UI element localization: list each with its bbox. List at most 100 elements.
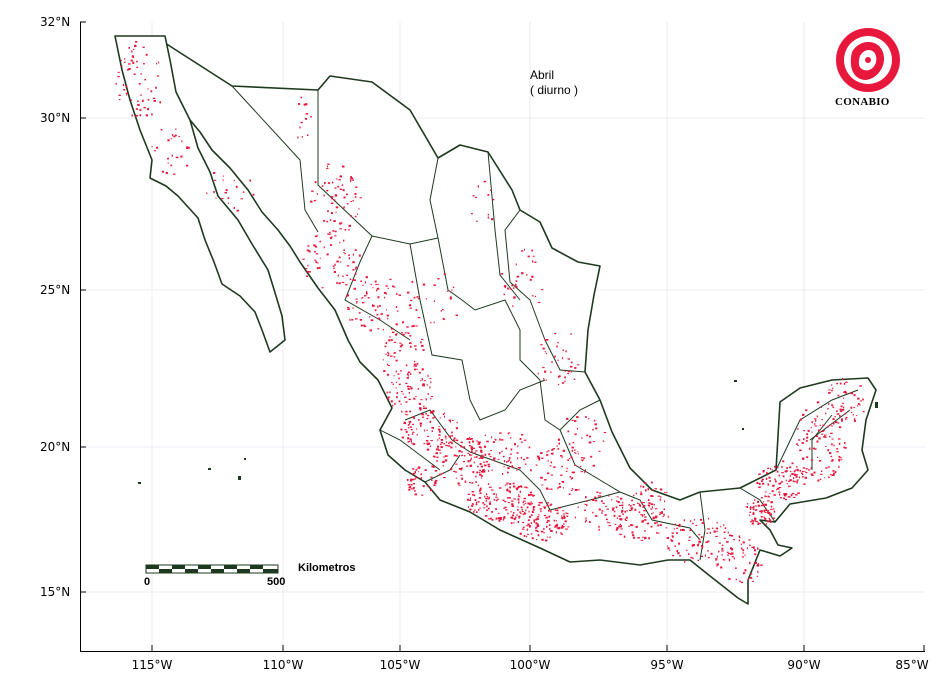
fire-hotspot [515,263,517,266]
fire-hotspot [854,418,856,420]
fire-hotspot [724,527,727,529]
fire-hotspot [408,398,411,401]
fire-hotspot [525,509,527,512]
fire-hotspot [528,525,531,528]
fire-hotspot [343,239,345,242]
fire-hotspot [532,508,535,511]
fire-hotspot [473,509,476,511]
fire-hotspot [527,502,530,505]
fire-hotspot [358,312,361,314]
fire-hotspot [545,352,547,355]
fire-hotspot [798,439,801,441]
fire-hotspot [504,484,507,486]
fire-hotspot [123,89,126,91]
fire-hotspot [523,512,526,515]
fire-hotspot [224,192,227,194]
fire-hotspot [739,580,741,582]
fire-hotspot [432,411,434,414]
fire-hotspot [387,352,390,355]
fire-hotspot [650,503,654,506]
fire-hotspot [616,500,618,502]
fire-hotspot [430,381,432,384]
fire-hotspot [121,65,123,68]
fire-hotspot [335,206,339,209]
fire-hotspot [740,543,742,545]
fire-hotspot [750,506,752,508]
fire-hotspot [772,517,775,519]
fire-hotspot [507,460,509,463]
fire-hotspot [314,199,317,202]
fire-hotspot [404,332,408,334]
fire-hotspot [625,516,628,519]
fire-hotspot [571,446,574,449]
fire-hotspot [775,480,777,483]
fire-hotspot [503,285,507,287]
fire-hotspot [616,527,619,530]
fire-hotspot [409,334,412,337]
fire-hotspot [757,522,760,524]
fire-hotspot [521,441,523,443]
fire-hotspot [619,525,622,528]
fire-hotspot [519,438,522,440]
fire-hotspot [135,41,138,43]
fire-hotspot [794,474,796,476]
fire-hotspot [562,513,565,515]
fire-hotspot [481,454,484,456]
fire-hotspot [387,355,390,357]
fire-hotspot [690,556,693,559]
fire-hotspot [785,498,788,501]
fire-hotspot [666,491,668,494]
fire-hotspot [795,474,797,476]
fire-hotspot [789,485,791,487]
fire-hotspot [504,500,507,503]
fire-hotspot [594,423,597,426]
fire-hotspot [776,489,778,491]
fire-hotspot [477,441,480,444]
fire-hotspot [830,474,832,476]
fire-hotspot [760,480,764,482]
fire-hotspot [562,357,564,360]
fire-hotspot [443,455,445,458]
fire-hotspot [406,291,410,294]
fire-hotspot [402,321,404,324]
fire-hotspot [361,297,363,299]
fire-hotspot [759,510,761,513]
fire-hotspot [531,275,534,278]
fire-hotspot [416,434,418,436]
fire-hotspot [554,509,557,511]
fire-hotspot [415,428,418,430]
fire-hotspot [537,523,539,526]
fire-hotspot [642,502,645,504]
fire-hotspot [491,436,493,439]
fire-hotspot [538,501,542,504]
fire-hotspot [479,492,482,495]
fire-hotspot [481,450,483,453]
fire-hotspot [448,435,451,438]
fire-hotspot [854,420,857,422]
fire-hotspot [509,437,512,439]
fire-hotspot [395,307,397,308]
fire-hotspot [415,468,418,471]
fire-hotspot [478,471,481,473]
fire-hotspot [688,539,691,541]
fire-hotspot [173,173,176,175]
fire-hotspot [404,429,407,431]
fire-hotspot [730,548,734,551]
fire-hotspot [503,516,506,519]
fire-hotspot [698,538,701,541]
fire-hotspot [308,271,311,273]
fire-hotspot [841,459,843,461]
fire-hotspot [655,522,658,524]
fire-hotspot [495,496,498,498]
fire-hotspot [516,275,520,278]
fire-hotspot [630,508,633,511]
fire-hotspot [471,503,474,505]
islands [138,380,878,484]
fire-hotspot [404,396,407,398]
fire-hotspot [186,146,188,149]
fire-hotspot [821,470,823,473]
fire-hotspot [477,484,480,487]
fire-hotspot [409,410,412,413]
fire-hotspot [326,189,329,192]
fire-hotspot [806,456,809,459]
